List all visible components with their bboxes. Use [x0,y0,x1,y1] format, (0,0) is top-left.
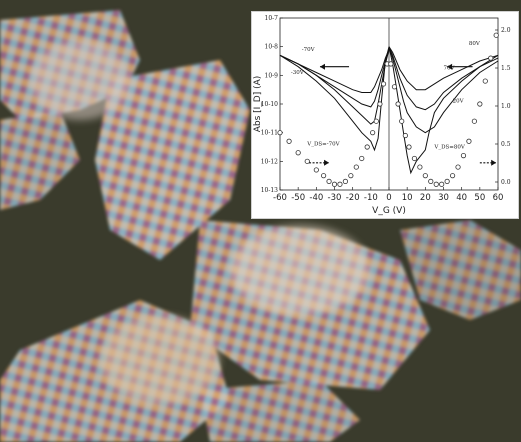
chart-annotation: -30V [291,70,305,76]
marker-point-right [444,178,450,184]
y-tick-label: 10-10 [261,101,278,108]
series-line-n-7 [388,46,499,91]
y-tick-label: 10-7 [265,15,279,22]
dashed-arrow-right-head [491,159,497,166]
marker-point-right [449,173,456,179]
chart-annotation: V_DS=80V [433,144,466,150]
marker-point-left [337,181,343,187]
x-tick-label: -60 [273,193,287,203]
x-tick-label: -30 [328,193,342,203]
marker-point-left [359,155,365,162]
series-line-n-6 [388,46,499,111]
x-tick-label: 50 [474,193,485,203]
right-tick-label: 1.0 [501,103,511,110]
y-tick-label: 10-8 [265,44,279,51]
marker-point-right [422,173,428,179]
marker-point-left [370,130,376,136]
x-axis-title: V_G (V) [372,206,406,216]
sweep-arrow-right-head [447,63,453,70]
marker-point-right [471,118,477,124]
right-tick-label: 1.5 [501,65,511,72]
right-tick-label: 2.0 [501,27,511,34]
crystal-cluster-bottom-mid [200,380,360,442]
axis-ticks: -60 -50 -40 -30 -20 -10 0 10 20 30 40 50 60 10-13 10-1… [261,15,511,203]
crystal-cluster-left [0,110,80,210]
series-lines [279,46,499,175]
marker-point-right [402,132,408,139]
marker-point-left [277,130,283,136]
marker-point-right [482,78,488,84]
marker-point-left [364,144,370,150]
right-tick-label: 0.5 [501,141,511,148]
marker-point-left [353,164,359,170]
series-line-p-3 [279,49,390,93]
marker-point-left [313,167,319,173]
x-tick-label: 60 [493,193,504,203]
transfer-curve-inset: -60 -50 -40 -30 -20 -10 0 10 20 30 40 50 60 10-13 10-1… [252,12,518,218]
marker-point-left [321,173,327,179]
chart-annotation: -70V [302,47,316,53]
series-line-n-4 [388,46,499,175]
marker-point-right [493,32,499,38]
marker-point-right [428,178,434,184]
marker-point-right [417,164,423,170]
series-line-p-0 [279,46,390,152]
series-markers [277,32,499,187]
y-tick-label: 10-13 [261,187,278,194]
marker-point-left [380,81,387,87]
x-tick-label: -40 [309,193,323,203]
chart-annotation: 70V [444,66,456,72]
sweep-arrow-left-head [319,63,325,70]
series-line-p-2 [279,49,390,108]
x-tick-label: 20 [420,193,431,203]
y-axis-title: Abs [I_D] (A) [253,76,263,133]
marker-point-right [488,55,494,61]
marker-point-left [348,173,354,179]
annotations: -70V -30V V_DS=-70V 80V 70V 20V V_DS=80V [291,41,497,166]
marker-point-left [326,178,332,184]
dashed-arrow-left-head [324,159,330,166]
marker-point-left [331,181,338,187]
y-tick-label: 10-11 [261,130,278,137]
marker-point-right [439,181,445,187]
crystal-cluster-mid-left [95,60,250,260]
marker-point-left [377,101,383,107]
x-tick-label: -50 [291,193,305,203]
marker-point-right [411,155,418,162]
marker-point-right [477,101,483,107]
x-tick-label: 0 [386,193,391,203]
series-line-n-5 [388,46,499,134]
marker-point-right [391,84,398,90]
marker-point-left [295,150,301,156]
marker-point-right [466,138,472,144]
y-tick-label: 10-9 [265,72,279,79]
x-tick-label: -10 [364,193,378,203]
x-tick-label: 40 [456,193,467,203]
marker-point-left [304,158,310,164]
x-tick-label: -20 [346,193,360,203]
marker-point-right [460,153,467,159]
chart-annotation: V_DS=-70V [306,142,340,148]
marker-point-right [399,118,405,124]
x-tick-label: 30 [438,193,449,203]
marker-point-left [286,138,292,144]
crystal-cluster-right [400,220,521,320]
marker-point-left [373,118,379,124]
marker-point-right [406,144,412,150]
marker-point-right [433,181,439,187]
marker-point-right [388,61,394,67]
marker-point-left [342,178,349,184]
right-tick-label: 0.0 [501,179,511,186]
marker-point-right [395,101,401,107]
transfer-chart: -60 -50 -40 -30 -20 -10 0 10 20 30 40 50 60 10-13 10-1… [253,15,511,216]
x-tick-label: 10 [402,193,413,203]
chart-annotation: 20V [453,99,465,105]
chart-annotation: 80V [469,41,481,47]
y-tick-label: 10-12 [261,158,278,165]
marker-point-right [455,164,461,170]
